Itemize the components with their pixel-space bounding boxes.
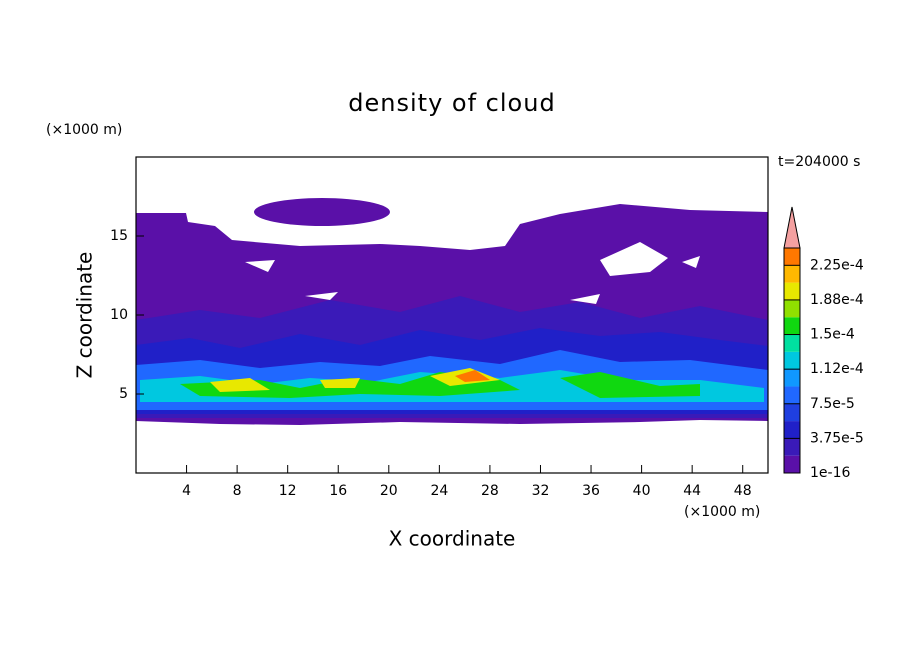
colorbar-band: [784, 351, 800, 370]
x-unit: (×1000 m): [684, 504, 760, 520]
contour-region: [455, 370, 490, 382]
colorbar-band: [784, 334, 800, 352]
colorbar-tick-label: 1e-16: [810, 465, 850, 481]
colorbar-over: [783, 206, 801, 249]
colorbar-tick-label: 3.75e-5: [810, 430, 864, 446]
colorbar-tick-label: 1.12e-4: [810, 361, 864, 377]
x-tick-label: 44: [683, 483, 701, 499]
colorbar-tick-label: 7.5e-5: [810, 396, 855, 412]
annotation: t=204000 s: [778, 154, 860, 170]
colorbar-band: [784, 369, 800, 387]
colorbar-band: [784, 248, 800, 266]
y-tick-label: 15: [110, 228, 128, 244]
colorbar-tick-label: 1.88e-4: [810, 292, 864, 308]
x-tick-label: 32: [532, 483, 550, 499]
contour-region: [180, 372, 700, 398]
contour-field: [136, 198, 768, 425]
y-tick-label: 5: [119, 386, 128, 402]
y-axis-label: Z coordinate: [73, 252, 97, 379]
colorbar-band: [784, 438, 800, 456]
x-tick-label: 12: [279, 483, 297, 499]
chart-title: density of cloud: [348, 89, 555, 117]
x-tick-label: 16: [329, 483, 347, 499]
colorbar-band: [784, 265, 800, 283]
colorbar-band: [784, 455, 800, 473]
colorbar-tick-label: 1.5e-4: [810, 327, 855, 343]
x-tick-label: 40: [633, 483, 651, 499]
colorbar-band: [784, 403, 800, 422]
colorbar-band: [784, 299, 800, 318]
y-tick-label: 10: [110, 307, 128, 323]
x-tick-label: 48: [734, 483, 752, 499]
contour-region: [254, 198, 390, 226]
x-tick-label: 24: [430, 483, 448, 499]
cloud-gap: [245, 242, 700, 332]
x-axis-label: X coordinate: [389, 527, 516, 551]
contour-region: [210, 368, 500, 392]
colorbar-band: [784, 386, 800, 404]
colorbar-band: [784, 317, 800, 335]
x-tick-label: 28: [481, 483, 499, 499]
colorbar-tick-label: 2.25e-4: [810, 257, 864, 273]
colorbar-band: [784, 421, 800, 439]
y-unit: (×1000 m): [46, 122, 122, 138]
x-tick-label: 36: [582, 483, 600, 499]
x-tick-label: 8: [233, 483, 242, 499]
x-tick-label: 4: [182, 483, 191, 499]
colorbar-band: [784, 282, 800, 300]
x-tick-label: 20: [380, 483, 398, 499]
